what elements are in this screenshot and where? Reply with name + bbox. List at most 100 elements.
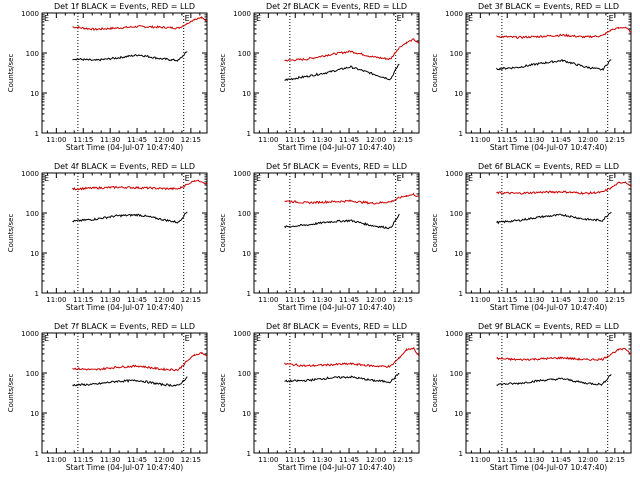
x-axis-label: Start Time (04-Jul-07 10:47:40) bbox=[278, 463, 395, 472]
series-line-events bbox=[72, 376, 188, 387]
x-tick-label: 11:15 bbox=[73, 136, 93, 144]
x-axis-label: Start Time (04-Jul-07 10:47:40) bbox=[490, 303, 607, 312]
y-tick-label: 100 bbox=[450, 50, 463, 58]
marker-e-left: E bbox=[468, 334, 473, 343]
series-line-lld bbox=[284, 356, 400, 368]
x-tick-label: 11:30 bbox=[312, 456, 332, 464]
x-tick-label: 11:30 bbox=[524, 136, 544, 144]
plot-frame bbox=[41, 172, 208, 294]
series-line-events bbox=[72, 51, 188, 62]
y-tick-label: 100 bbox=[238, 370, 251, 378]
plot-frame bbox=[465, 12, 632, 134]
x-tick-label: 11:00 bbox=[470, 296, 490, 304]
x-tick-label: 12:00 bbox=[154, 296, 174, 304]
y-tick-label: 1 bbox=[35, 290, 39, 298]
y-axis-label: Counts/sec bbox=[219, 54, 227, 93]
x-tick-label: 12:00 bbox=[578, 296, 598, 304]
series-line-extension bbox=[186, 352, 208, 362]
y-tick-label: 100 bbox=[450, 370, 463, 378]
plot-frame bbox=[253, 12, 420, 134]
x-tick-label: 12:00 bbox=[366, 456, 386, 464]
panel-title: Det 9f BLACK = Events, RED = LLD bbox=[478, 322, 619, 331]
panel-1: Det 1f BLACK = Events, RED = LLD 1 10 100 10… bbox=[7, 2, 208, 152]
panel-5: Det 5f BLACK = Events, RED = LLD 1 10 100 10… bbox=[219, 162, 420, 312]
y-tick-label: 1 bbox=[459, 130, 463, 138]
x-tick-label: 12:15 bbox=[181, 456, 201, 464]
panel-6: Det 6f BLACK = Events, RED = LLD 1 10 100 10… bbox=[431, 162, 632, 312]
x-tick-label: 11:00 bbox=[258, 296, 278, 304]
x-tick-label: 11:45 bbox=[127, 296, 147, 304]
marker-e-right: E bbox=[397, 174, 402, 183]
y-axis-label: Counts/sec bbox=[431, 214, 439, 253]
panel-9: Det 9f BLACK = Events, RED = LLD 1 10 100 10… bbox=[431, 322, 632, 472]
series-line-events bbox=[496, 211, 612, 225]
y-axis-label: Counts/sec bbox=[431, 374, 439, 413]
x-tick-label: 11:30 bbox=[312, 136, 332, 144]
x-tick-label: 12:00 bbox=[366, 136, 386, 144]
x-axis-label: Start Time (04-Jul-07 10:47:40) bbox=[490, 463, 607, 472]
series-line-extension bbox=[610, 26, 632, 33]
x-tick-label: 11:45 bbox=[551, 296, 571, 304]
series-line-lld bbox=[496, 353, 612, 362]
y-tick-label: 1 bbox=[459, 290, 463, 298]
marker-e-right: E bbox=[185, 334, 190, 343]
panel-title: Det 3f BLACK = Events, RED = LLD bbox=[478, 2, 619, 11]
x-tick-label: 11:00 bbox=[258, 456, 278, 464]
panel-7: Det 7f BLACK = Events, RED = LLD 1 10 100 10… bbox=[7, 322, 208, 472]
panel-4: Det 4f BLACK = Events, RED = LLD 1 10 100 10… bbox=[7, 162, 208, 312]
plot-frame bbox=[465, 332, 632, 454]
y-tick-label: 1000 bbox=[233, 170, 251, 178]
x-tick-label: 11:00 bbox=[46, 296, 66, 304]
x-tick-label: 11:45 bbox=[339, 296, 359, 304]
y-tick-label: 10 bbox=[454, 90, 463, 98]
y-tick-label: 1000 bbox=[445, 330, 463, 338]
x-tick-label: 11:30 bbox=[524, 456, 544, 464]
x-tick-label: 11:45 bbox=[339, 136, 359, 144]
x-tick-label: 11:45 bbox=[551, 136, 571, 144]
x-tick-label: 11:45 bbox=[551, 456, 571, 464]
y-tick-label: 1000 bbox=[21, 170, 39, 178]
y-tick-label: 1000 bbox=[233, 10, 251, 18]
y-tick-label: 1000 bbox=[445, 170, 463, 178]
x-axis-label: Start Time (04-Jul-07 10:47:40) bbox=[66, 143, 183, 152]
y-tick-label: 1 bbox=[35, 130, 39, 138]
x-tick-label: 11:15 bbox=[73, 296, 93, 304]
y-tick-label: 1000 bbox=[21, 10, 39, 18]
series-line-events bbox=[284, 213, 400, 230]
x-tick-label: 12:15 bbox=[181, 296, 201, 304]
y-tick-label: 10 bbox=[30, 90, 39, 98]
series-line-extension bbox=[610, 347, 632, 355]
x-tick-label: 11:30 bbox=[312, 296, 332, 304]
x-tick-label: 12:15 bbox=[605, 456, 625, 464]
y-axis-label: Counts/sec bbox=[219, 374, 227, 413]
y-axis-label: Counts/sec bbox=[7, 54, 15, 93]
x-tick-label: 11:30 bbox=[100, 296, 120, 304]
series-line-lld bbox=[72, 183, 188, 191]
y-tick-label: 100 bbox=[450, 210, 463, 218]
panel-title: Det 1f BLACK = Events, RED = LLD bbox=[54, 2, 195, 11]
y-tick-label: 10 bbox=[454, 250, 463, 258]
x-tick-label: 12:00 bbox=[366, 296, 386, 304]
x-tick-label: 11:15 bbox=[497, 136, 517, 144]
x-tick-label: 12:15 bbox=[393, 136, 413, 144]
y-tick-label: 10 bbox=[30, 410, 39, 418]
panel-8: Det 8f BLACK = Events, RED = LLD 1 10 100 10… bbox=[219, 322, 420, 472]
x-tick-label: 12:00 bbox=[154, 456, 174, 464]
panel-3: Det 3f BLACK = Events, RED = LLD 1 10 100 10… bbox=[431, 2, 632, 152]
y-axis-label: Counts/sec bbox=[431, 54, 439, 93]
x-tick-label: 11:15 bbox=[497, 456, 517, 464]
x-tick-label: 11:00 bbox=[470, 456, 490, 464]
x-tick-label: 12:15 bbox=[181, 136, 201, 144]
x-tick-label: 11:15 bbox=[285, 296, 305, 304]
series-line-extension bbox=[610, 181, 632, 189]
marker-e-left: E bbox=[256, 174, 261, 183]
marker-e-left: E bbox=[468, 14, 473, 23]
x-tick-label: 12:00 bbox=[154, 136, 174, 144]
marker-e-left: E bbox=[44, 174, 49, 183]
y-tick-label: 1 bbox=[35, 450, 39, 458]
marker-e-right: E bbox=[185, 174, 190, 183]
panel-title: Det 4f BLACK = Events, RED = LLD bbox=[54, 162, 195, 171]
x-tick-label: 11:45 bbox=[339, 456, 359, 464]
